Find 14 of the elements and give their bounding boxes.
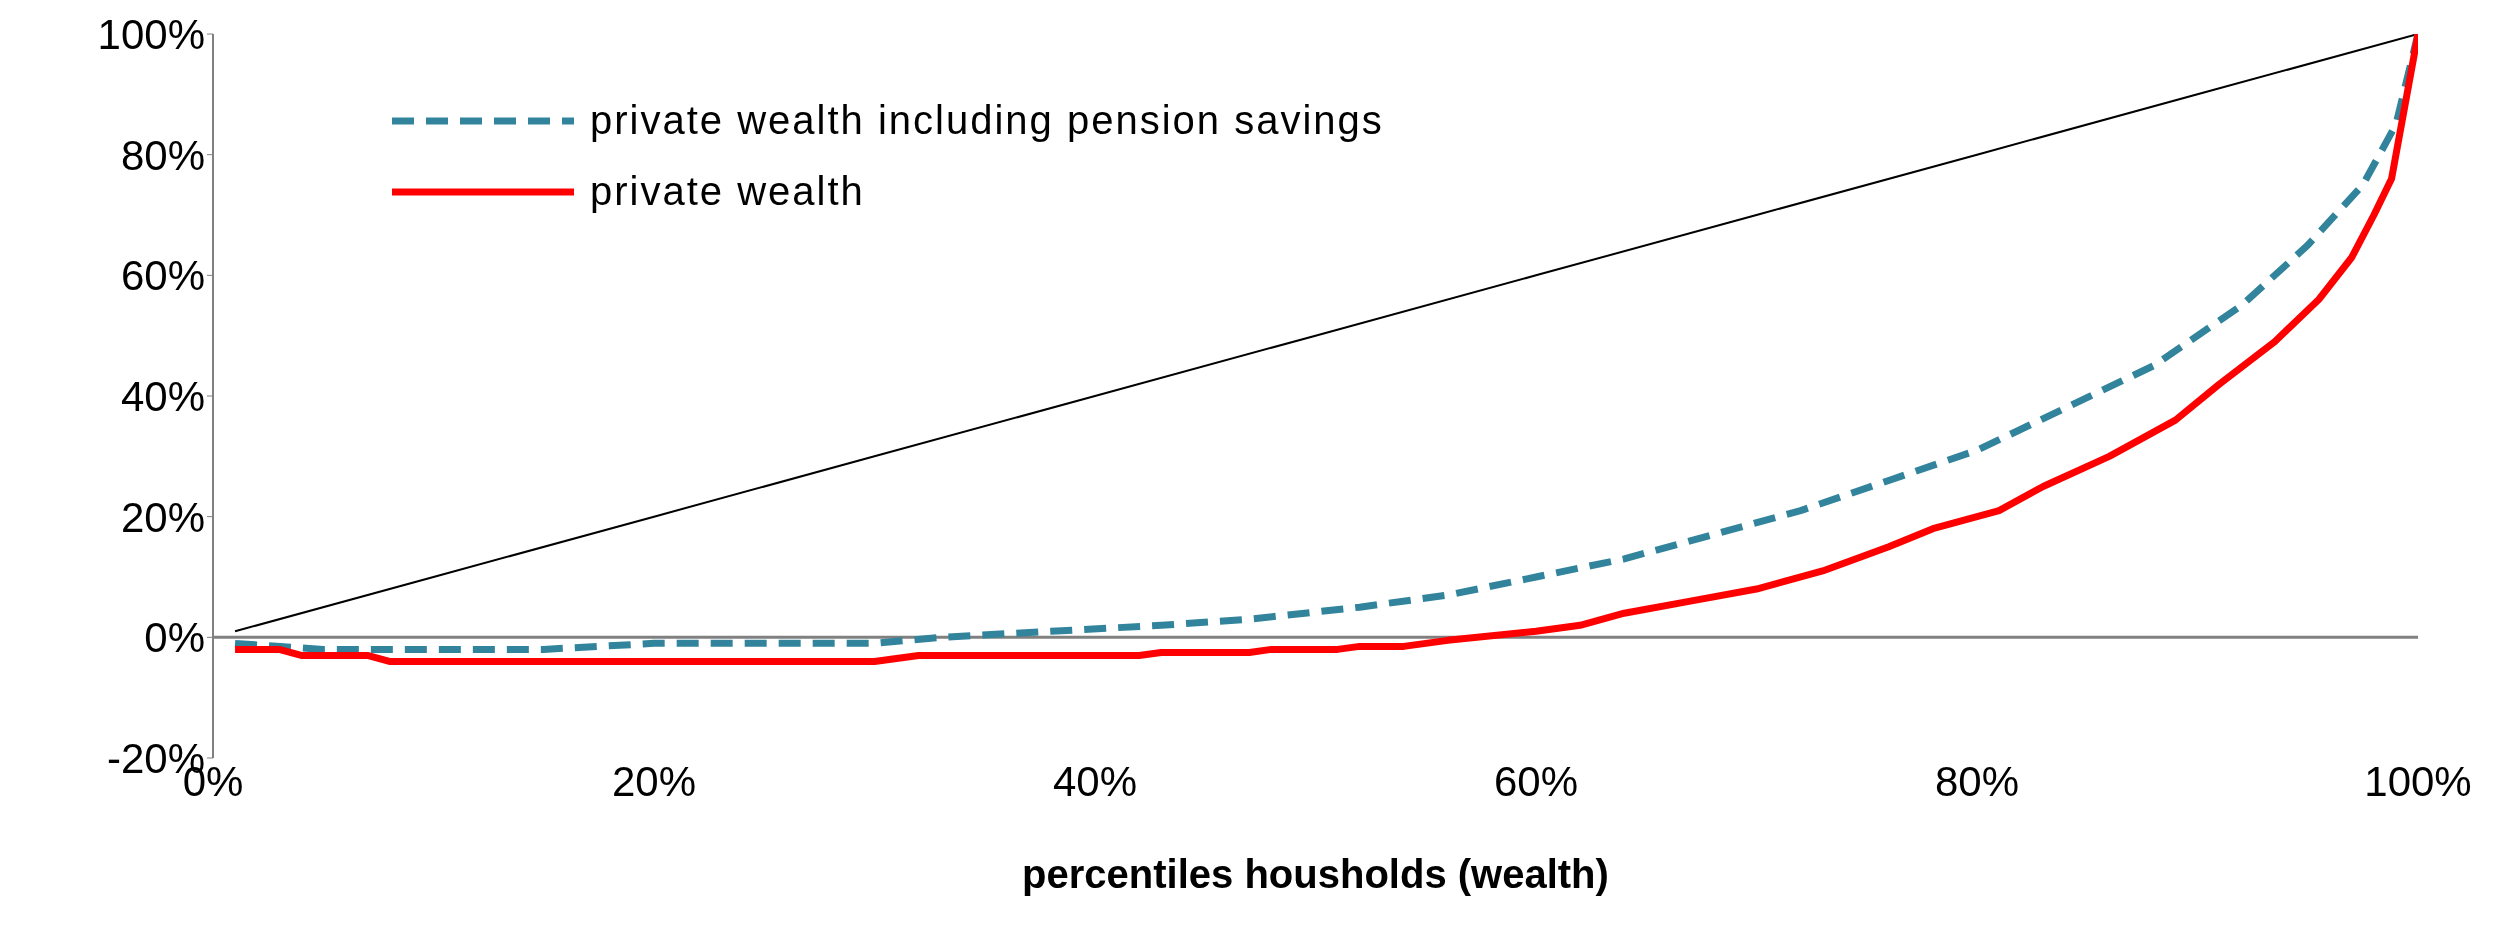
x-tick-label: 60% [1493,757,1579,805]
y-tick-label: 40% [120,372,205,420]
y-tick-label: 80% [120,131,205,179]
y-tick-label: 20% [120,493,205,541]
x-tick-label: 80% [1934,757,2020,805]
y-tick-label: 0% [144,614,205,662]
x-axis-title: percentiles housholds (wealth) [1022,852,1609,896]
legend-label: private wealth [590,169,865,214]
legend-label: private wealth including pension savings [590,98,1384,143]
y-tick-label: 60% [120,252,205,300]
y-tick-label: 100% [97,10,205,58]
x-tick-label: 20% [611,757,697,805]
x-tick-label: 100% [2364,757,2472,805]
x-tick-label: 40% [1052,757,1138,805]
